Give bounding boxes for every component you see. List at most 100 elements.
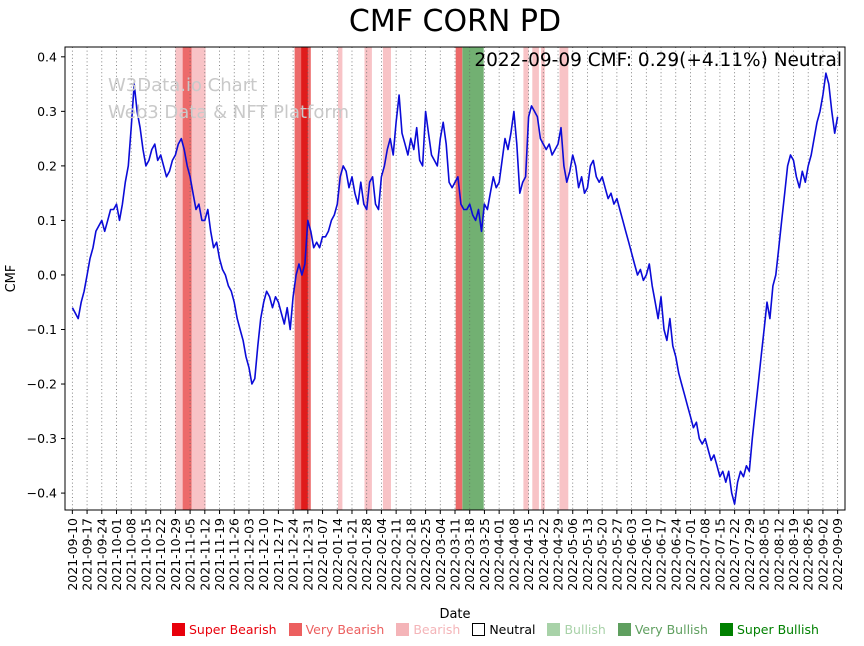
plot-border xyxy=(64,46,846,511)
x-tick-label: 2021-11-19 xyxy=(212,518,227,591)
x-tick-label: 2022-06-10 xyxy=(639,518,654,591)
x-tick-label: 2022-06-03 xyxy=(624,518,639,591)
legend-item-very-bullish: Very Bullish xyxy=(617,622,708,637)
x-tick-label: 2021-10-22 xyxy=(153,518,168,591)
legend-item-bearish: Bearish xyxy=(396,622,460,637)
x-tick-label: 2021-09-24 xyxy=(94,518,109,591)
x-tick-label: 2021-12-24 xyxy=(286,518,301,591)
y-tick-label: −0.3 xyxy=(27,431,57,446)
x-tick-label: 2022-03-25 xyxy=(477,518,492,591)
y-tick-label: 0.2 xyxy=(37,158,57,173)
x-tick-label: 2022-06-17 xyxy=(654,518,669,591)
y-tick-label: 0.1 xyxy=(37,213,57,228)
signal-band-very_bearish xyxy=(182,47,192,510)
legend-label: Super Bearish xyxy=(189,622,277,637)
x-tick-label: 2022-04-15 xyxy=(521,518,536,591)
super-bearish-swatch-icon xyxy=(172,623,185,636)
y-tick-label: 0.3 xyxy=(37,104,57,119)
x-tick-label: 2022-08-12 xyxy=(771,518,786,591)
x-tick-label: 2022-02-11 xyxy=(389,518,404,591)
x-tick-label: 2021-11-26 xyxy=(227,518,242,591)
x-tick-label: 2022-02-18 xyxy=(403,518,418,591)
x-tick-label: 2022-07-01 xyxy=(683,518,698,591)
bullish-swatch-icon xyxy=(547,623,561,636)
legend-item-neutral: Neutral xyxy=(472,622,535,637)
signal-band-bearish xyxy=(382,47,391,510)
bearish-swatch-icon xyxy=(396,623,410,636)
x-tick-label: 2021-12-10 xyxy=(256,518,271,591)
legend-label: Neutral xyxy=(489,622,536,637)
x-tick-label: 2022-05-27 xyxy=(609,518,624,591)
x-tick-label: 2022-03-18 xyxy=(462,518,477,591)
signal-band-bearish xyxy=(532,47,539,510)
y-tick-label: −0.2 xyxy=(27,377,57,392)
x-tick-label: 2022-07-15 xyxy=(712,518,727,591)
x-tick-label: 2022-03-04 xyxy=(433,518,448,591)
legend-item-super-bearish: Super Bearish xyxy=(172,622,277,637)
x-tick-label: 2021-10-01 xyxy=(109,518,124,591)
signal-band-very_bearish xyxy=(455,47,463,510)
x-tick-label: 2022-06-24 xyxy=(668,518,683,591)
y-axis-label: CMF xyxy=(4,265,19,293)
x-tick-label: 2021-12-31 xyxy=(300,518,315,591)
x-tick-label: 2022-08-26 xyxy=(801,518,816,591)
x-tick-label: 2022-02-04 xyxy=(374,518,389,591)
x-tick-label: 2022-04-08 xyxy=(506,518,521,591)
x-tick-label: 2021-12-17 xyxy=(271,518,286,591)
x-tick-label: 2021-09-17 xyxy=(80,518,95,591)
signal-band-bearish xyxy=(541,47,545,510)
x-tick-label: 2022-07-22 xyxy=(727,518,742,591)
legend-item-bullish: Bullish xyxy=(547,622,606,637)
x-tick-label: 2022-07-08 xyxy=(698,518,713,591)
x-tick-label: 2022-09-02 xyxy=(815,518,830,591)
legend-label: Very Bullish xyxy=(634,622,708,637)
super-bullish-swatch-icon xyxy=(719,623,733,636)
signal-band-very_bullish xyxy=(462,47,484,510)
y-tick-label: −0.1 xyxy=(27,322,57,337)
signal-band-bearish xyxy=(338,47,343,510)
x-tick-label: 2022-01-28 xyxy=(359,518,374,591)
x-tick-label: 2021-09-10 xyxy=(65,518,80,591)
x-tick-label: 2022-01-21 xyxy=(344,518,359,591)
chart-title: CMF CORN PD xyxy=(348,4,562,39)
y-tick-label: −0.4 xyxy=(27,486,57,501)
x-tick-label: 2022-07-29 xyxy=(742,518,757,591)
legend-item-very-bearish: Very Bearish xyxy=(288,622,385,637)
x-tick-label: 2021-11-05 xyxy=(183,518,198,591)
y-tick-label: 0.4 xyxy=(37,49,57,64)
legend-label: Bullish xyxy=(564,622,606,637)
x-axis-label: Date xyxy=(439,607,470,622)
y-tick-label: 0.0 xyxy=(37,267,57,282)
x-tick-label: 2022-08-05 xyxy=(757,518,772,591)
x-tick-label: 2021-11-12 xyxy=(197,518,212,591)
x-tick-label: 2022-04-29 xyxy=(551,518,566,591)
x-tick-label: 2021-10-15 xyxy=(138,518,153,591)
x-tick-label: 2022-04-22 xyxy=(536,518,551,591)
signal-band-super_bearish xyxy=(301,47,308,510)
x-tick-label: 2022-01-14 xyxy=(330,518,345,591)
legend-label: Bearish xyxy=(413,622,461,637)
x-tick-label: 2021-10-29 xyxy=(168,518,183,591)
x-tick-label: 2022-05-13 xyxy=(580,518,595,591)
x-tick-label: 2022-09-09 xyxy=(830,518,845,591)
x-tick-label: 2022-05-06 xyxy=(565,518,580,591)
legend-label: Very Bearish xyxy=(305,622,385,637)
x-tick-label: 2022-02-25 xyxy=(418,518,433,591)
signal-band-bearish xyxy=(559,47,569,510)
neutral-swatch-icon xyxy=(472,623,486,636)
x-tick-label: 2022-05-20 xyxy=(595,518,610,591)
x-tick-label: 2021-12-03 xyxy=(241,518,256,591)
very-bullish-swatch-icon xyxy=(617,623,631,636)
x-tick-label: 2022-08-19 xyxy=(786,518,801,591)
x-tick-label: 2022-03-11 xyxy=(448,518,463,591)
legend: Super Bearish Very Bearish Bearish Neutral B… xyxy=(172,622,819,637)
x-tick-label: 2022-01-07 xyxy=(315,518,330,591)
legend-label: Super Bullish xyxy=(736,622,819,637)
signal-band-bearish xyxy=(523,47,529,510)
latest-reading-annotation: 2022-09-09 CMF: 0.29(+4.11%) Neutral xyxy=(474,50,842,71)
x-tick-label: 2021-10-08 xyxy=(124,518,139,591)
signal-band-bearish xyxy=(364,47,372,510)
very-bearish-swatch-icon xyxy=(288,623,302,636)
